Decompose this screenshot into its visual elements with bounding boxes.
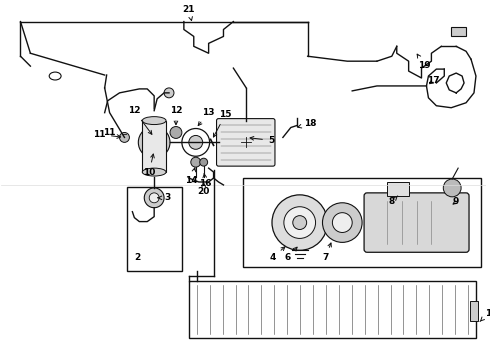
Circle shape bbox=[149, 193, 159, 203]
Text: 11: 11 bbox=[103, 128, 116, 137]
Circle shape bbox=[284, 207, 316, 238]
Circle shape bbox=[272, 195, 327, 250]
Circle shape bbox=[144, 188, 164, 208]
Text: 16: 16 bbox=[199, 174, 212, 189]
Text: 11: 11 bbox=[94, 130, 121, 139]
Bar bbox=[142, 121, 166, 172]
Text: 12: 12 bbox=[170, 106, 182, 125]
FancyBboxPatch shape bbox=[217, 118, 275, 166]
Text: 10: 10 bbox=[143, 154, 155, 176]
Circle shape bbox=[322, 203, 362, 242]
Circle shape bbox=[170, 126, 182, 138]
Bar bbox=[189, 281, 476, 338]
Text: 6: 6 bbox=[285, 247, 297, 262]
Text: 9: 9 bbox=[453, 197, 459, 206]
Bar bbox=[387, 182, 409, 196]
FancyBboxPatch shape bbox=[364, 193, 469, 252]
Bar bbox=[451, 27, 466, 36]
Circle shape bbox=[191, 157, 201, 167]
Bar bbox=[470, 301, 478, 321]
Text: 1: 1 bbox=[480, 309, 490, 321]
Circle shape bbox=[332, 213, 352, 233]
Bar bbox=[243, 178, 481, 267]
Circle shape bbox=[120, 132, 129, 142]
Text: 3: 3 bbox=[158, 193, 170, 202]
Ellipse shape bbox=[142, 168, 166, 176]
Text: 13: 13 bbox=[198, 108, 215, 126]
Circle shape bbox=[293, 216, 307, 230]
Text: 5: 5 bbox=[250, 136, 274, 145]
Text: 4: 4 bbox=[270, 247, 285, 262]
Bar bbox=[127, 187, 182, 271]
Text: 17: 17 bbox=[427, 76, 440, 85]
Circle shape bbox=[200, 158, 208, 166]
Text: 15: 15 bbox=[214, 110, 232, 137]
Circle shape bbox=[138, 126, 170, 158]
Circle shape bbox=[164, 88, 174, 98]
Text: 8: 8 bbox=[389, 196, 398, 206]
Text: 18: 18 bbox=[298, 119, 317, 128]
Ellipse shape bbox=[142, 117, 166, 125]
Text: 19: 19 bbox=[417, 54, 431, 69]
Circle shape bbox=[146, 134, 162, 150]
Text: 21: 21 bbox=[183, 5, 195, 21]
Text: 2: 2 bbox=[134, 253, 141, 262]
Text: 7: 7 bbox=[322, 243, 331, 262]
Circle shape bbox=[189, 135, 203, 149]
Text: 12: 12 bbox=[128, 106, 152, 134]
Text: 14: 14 bbox=[186, 168, 198, 185]
Circle shape bbox=[443, 179, 461, 197]
Text: 20: 20 bbox=[197, 183, 210, 197]
